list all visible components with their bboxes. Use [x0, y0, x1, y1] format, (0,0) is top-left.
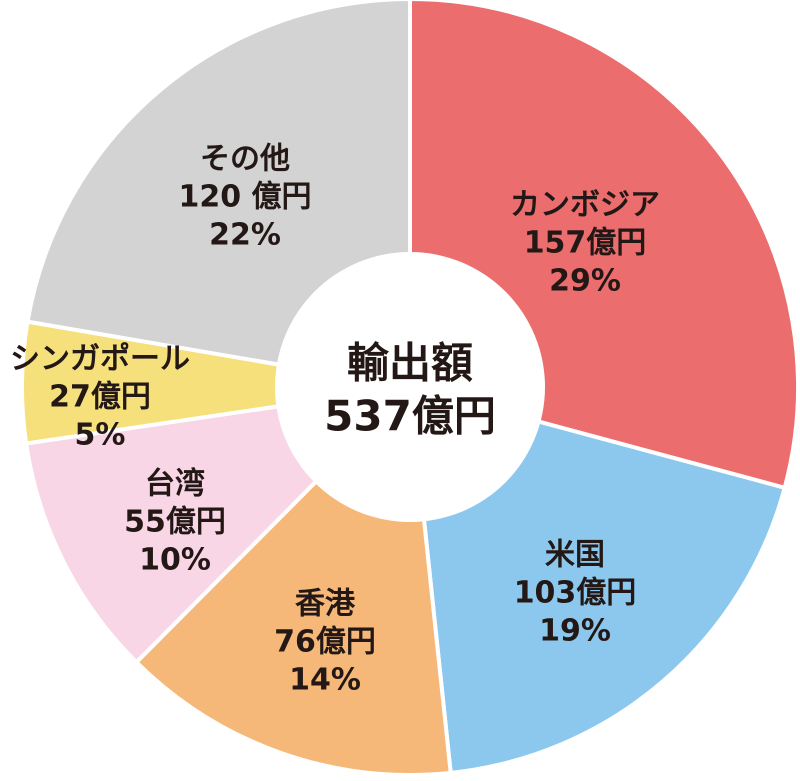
slice-percent-label-2: 14%: [289, 663, 361, 698]
slice-name-label-1: 米国: [545, 538, 605, 573]
center-title: 輸出額: [347, 339, 473, 388]
slice-name-label-3: 台湾: [145, 467, 205, 502]
slice-amount-label-5: 120 億円: [178, 180, 311, 215]
slice-name-label-0: カンボジア: [510, 188, 660, 223]
center-total: 537億円: [324, 392, 496, 441]
slice-amount-label-2: 76億円: [274, 625, 376, 660]
slice-name-label-4: シンガポール: [10, 342, 190, 377]
slice-amount-label-3: 55億円: [124, 505, 226, 540]
slice-name-label-5: その他: [200, 142, 290, 177]
slice-percent-label-4: 5%: [75, 418, 126, 453]
slice-percent-label-1: 19%: [539, 614, 611, 649]
slice-amount-label-4: 27億円: [49, 380, 151, 415]
pie-slice-5: [25, 0, 412, 390]
slice-percent-label-5: 22%: [209, 218, 281, 253]
slice-amount-label-1: 103億円: [514, 576, 637, 611]
donut-hole: [275, 252, 545, 522]
slice-amount-label-0: 157億円: [524, 226, 647, 261]
slice-name-label-2: 香港: [295, 587, 356, 622]
slice-percent-label-3: 10%: [139, 543, 211, 578]
slice-percent-label-0: 29%: [549, 264, 621, 299]
